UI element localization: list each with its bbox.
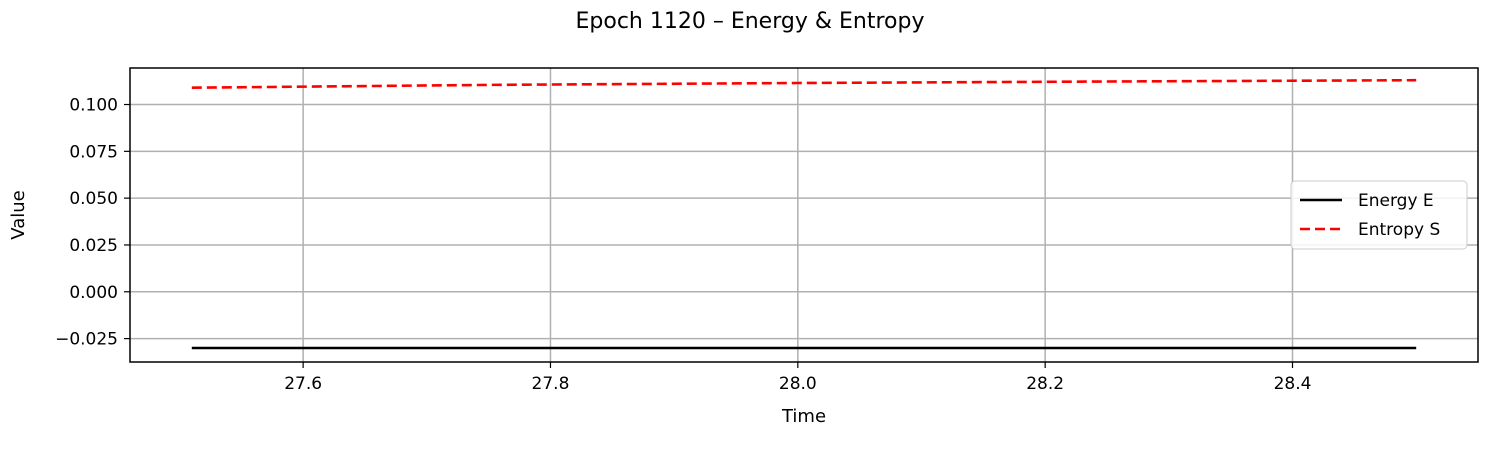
y-tick-label: 0.000 xyxy=(69,283,118,303)
legend-box xyxy=(1290,180,1468,250)
x-tick-label: 28.0 xyxy=(779,374,817,394)
grid xyxy=(130,68,1478,362)
series-line-1 xyxy=(191,78,1417,89)
x-tick-label: 28.4 xyxy=(1274,374,1312,394)
chart-title: Epoch 1120 – Energy & Entropy xyxy=(576,9,925,34)
series-layer xyxy=(191,78,1417,350)
y-tick-label: 0.100 xyxy=(69,96,118,116)
y-tick-label: 0.050 xyxy=(69,189,118,209)
legend-label: Energy E xyxy=(1358,191,1434,211)
legend-label: Entropy S xyxy=(1358,220,1440,240)
x-axis-label: Time xyxy=(781,406,826,427)
y-tick-label: 0.075 xyxy=(69,142,118,162)
y-axis-label: Value xyxy=(8,190,29,239)
ticks: 27.6 27.8 28.0 28.2 28.4 −0.025 0.000 0.025 0.05… xyxy=(55,96,1311,394)
x-tick-label: 27.8 xyxy=(532,374,570,394)
x-tick-label: 27.6 xyxy=(284,374,322,394)
x-tick-label: 28.2 xyxy=(1026,374,1064,394)
y-tick-label: 0.025 xyxy=(69,236,118,256)
legend: Energy E Entropy S xyxy=(1290,180,1468,250)
plot-frame xyxy=(129,67,1479,363)
y-tick-label: −0.025 xyxy=(55,330,118,350)
